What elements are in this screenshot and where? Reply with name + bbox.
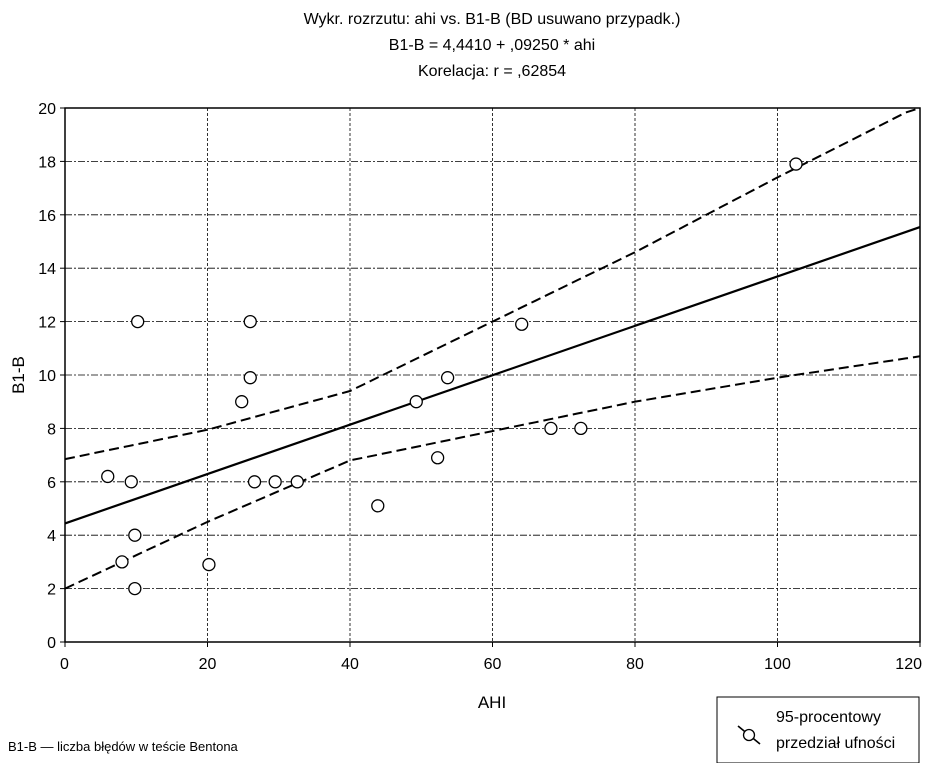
data-point [128, 528, 142, 542]
x-tick-label-100: 100 [764, 656, 791, 673]
data-point [115, 555, 129, 569]
y-axis-ticks: 0 2 4 6 8 10 12 14 16 18 20 [38, 101, 65, 652]
data-point [290, 475, 304, 489]
data-point [131, 314, 145, 329]
data-point [789, 157, 803, 171]
y-tick-label-18: 18 [38, 154, 56, 171]
data-point [430, 451, 445, 465]
y-tick-label-6: 6 [47, 475, 56, 492]
x-tick-label-20: 20 [199, 656, 217, 673]
data-points [101, 157, 803, 596]
regression-equation: B1-B = 4,4410 + ,09250 * ahi [389, 37, 595, 54]
y-tick-label-8: 8 [47, 421, 56, 438]
regression-line-group [64, 226, 921, 525]
legend-label-line2: przedział ufności [776, 735, 895, 752]
data-point [440, 371, 455, 385]
y-axis-label: B1-B [9, 356, 28, 394]
legend-label-line1: 95-procentowy [776, 709, 881, 726]
data-point [202, 557, 216, 572]
data-point [243, 371, 257, 385]
regression-line [64, 226, 921, 525]
data-point [101, 469, 115, 484]
y-tick-label-14: 14 [38, 261, 56, 278]
x-axis-ticks: 0 20 40 60 80 100 120 [60, 642, 922, 673]
data-point [574, 421, 588, 436]
legend-marker-symbol [742, 728, 756, 742]
x-tick-label-80: 80 [626, 656, 644, 673]
data-point [544, 421, 558, 436]
data-point [124, 475, 138, 489]
x-tick-label-0: 0 [60, 656, 69, 673]
chart-title: Wykr. rozrzutu: ahi vs. B1-B (BD usuwano… [304, 11, 681, 28]
data-point [268, 475, 282, 489]
data-point [247, 475, 262, 489]
y-tick-label-0: 0 [47, 635, 56, 652]
y-tick-label-2: 2 [47, 582, 56, 599]
y-tick-label-10: 10 [38, 368, 56, 385]
x-tick-label-60: 60 [484, 656, 502, 673]
x-tick-label-40: 40 [341, 656, 359, 673]
grid [65, 108, 920, 642]
data-point [235, 395, 249, 409]
data-point [409, 395, 423, 409]
x-axis-label: AHI [478, 693, 506, 712]
confidence-band-upper [64, 107, 921, 461]
y-tick-label-12: 12 [38, 315, 56, 332]
data-point [371, 499, 385, 513]
confidence-band [64, 107, 921, 590]
y-tick-label-16: 16 [38, 208, 56, 225]
data-point [515, 317, 529, 331]
y-tick-label-20: 20 [38, 101, 56, 118]
confidence-band-lower [64, 355, 921, 590]
footnote: B1-B — liczba błędów w teście Bentona [8, 739, 239, 754]
y-tick-label-4: 4 [47, 528, 56, 545]
legend: 95-procentowy przedział ufności [716, 696, 920, 763]
correlation-label: Korelacja: r = ,62854 [418, 63, 566, 80]
data-point [243, 314, 257, 329]
x-tick-label-120: 120 [895, 656, 922, 673]
data-point [128, 581, 142, 596]
